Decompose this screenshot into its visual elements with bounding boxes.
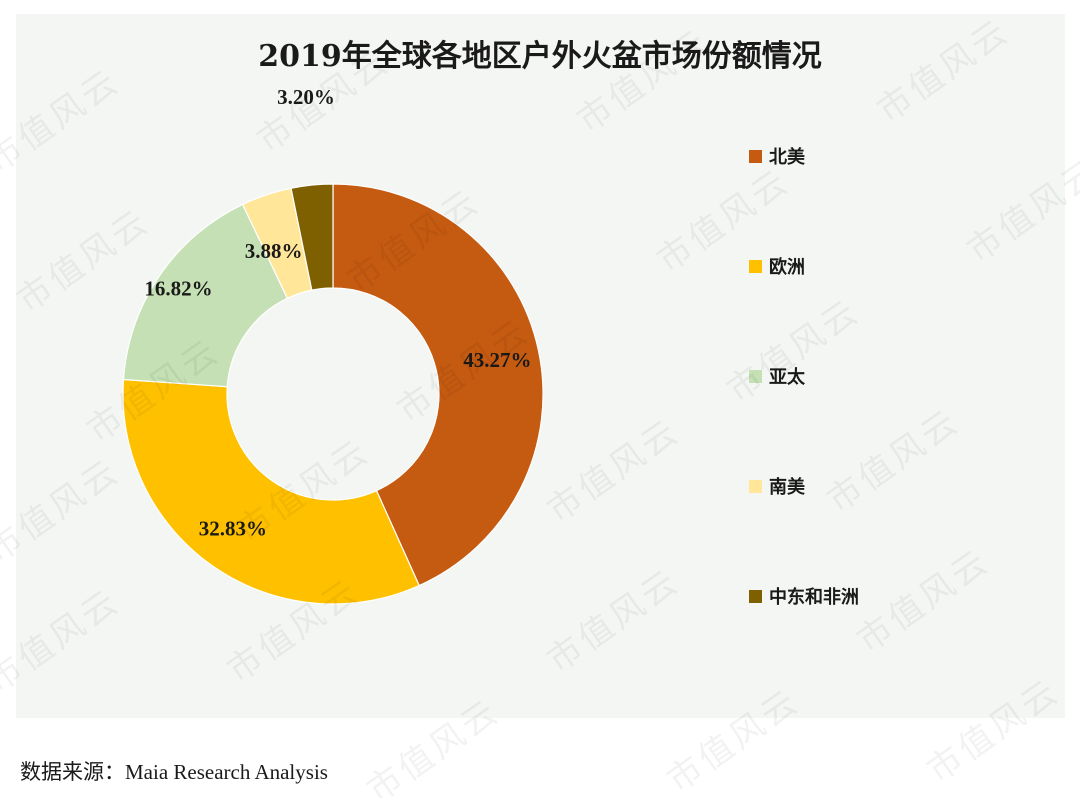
legend-label-北美: 北美	[769, 146, 805, 168]
slice-label-亚太: 16.82%	[144, 276, 212, 300]
legend-swatch-南美	[749, 480, 762, 493]
slice-label-北美: 43.27%	[463, 348, 531, 372]
legend-label-亚太: 亚太	[769, 366, 806, 388]
donut-slice-欧洲	[122, 378, 420, 605]
donut-chart: 2019年全球各地区户外火盆市场份额情况 43.27% 32.83% 16.82% 3…	[122, 39, 859, 608]
legend-label-欧洲: 欧洲	[769, 256, 805, 278]
donut-slice-中东和非洲	[290, 183, 334, 291]
donut-slice-北美	[332, 183, 544, 587]
source-prefix: 数据来源：	[20, 760, 125, 784]
legend-item-亚太: 亚太	[749, 366, 806, 388]
legend-swatch-亚太	[749, 370, 762, 383]
donut-slices	[122, 183, 544, 605]
donut-slice-亚太	[122, 203, 289, 388]
legend-item-南美: 南美	[749, 476, 805, 498]
source-note: 数据来源：Maia Research Analysis	[20, 756, 328, 786]
source-value: Maia Research Analysis	[125, 760, 328, 784]
chart-title: 2019年全球各地区户外火盆市场份额情况	[258, 39, 822, 74]
legend-item-欧洲: 欧洲	[749, 256, 805, 278]
legend-swatch-中东和非洲	[749, 590, 762, 603]
slice-labels: 43.27% 32.83% 16.82% 3.88% 3.20%	[144, 85, 531, 540]
legend-item-中东和非洲: 中东和非洲	[749, 586, 859, 608]
legend-swatch-欧洲	[749, 260, 762, 273]
legend-item-北美: 北美	[749, 146, 805, 168]
slice-label-欧洲: 32.83%	[199, 516, 267, 540]
legend-label-南美: 南美	[769, 476, 805, 498]
chart-panel: 2019年全球各地区户外火盆市场份额情况 43.27% 32.83% 16.82% 3…	[16, 14, 1065, 718]
slice-label-南美: 3.88%	[245, 239, 303, 263]
slice-label-中东和非洲: 3.20%	[277, 85, 335, 109]
legend-swatch-北美	[749, 150, 762, 163]
legend-label-中东和非洲: 中东和非洲	[769, 586, 859, 608]
